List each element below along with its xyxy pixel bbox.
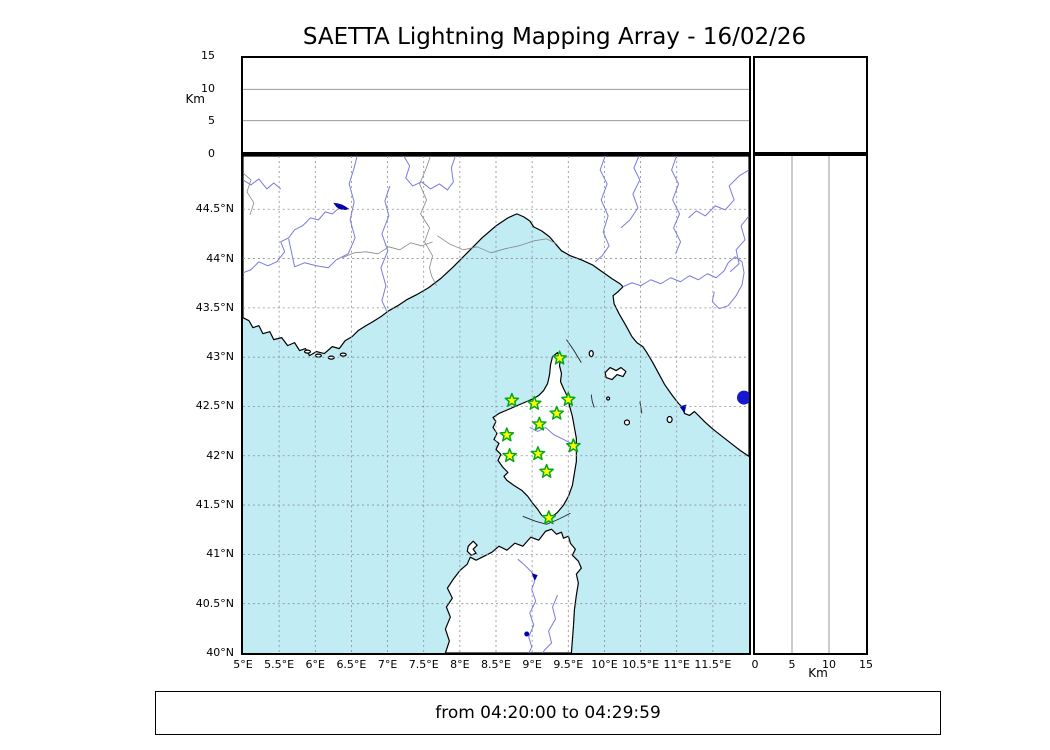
longitude-tick-label: 10°E xyxy=(591,658,618,671)
admin-border-line xyxy=(243,172,255,216)
altitude-unit-label-left: Km xyxy=(185,92,205,106)
river xyxy=(403,156,456,191)
blue-dot-lake-bolsena xyxy=(736,390,749,405)
altitude-tick-label: 15 xyxy=(201,49,215,62)
artifact-line xyxy=(566,339,582,363)
longitude-tick-label: 8.5°E xyxy=(481,658,511,671)
hyeres-islet xyxy=(303,349,312,354)
altitude-tick-label: 15 xyxy=(859,658,873,671)
river xyxy=(243,207,340,274)
longitude-tick-label: 7.5°E xyxy=(408,658,439,671)
corner-panel xyxy=(753,56,868,154)
longitude-tick-label: 7°E xyxy=(377,658,398,671)
country-borders xyxy=(243,156,557,286)
river xyxy=(622,256,745,310)
latitude-tick-label: 43.5°N xyxy=(195,300,234,314)
artifact-line xyxy=(522,512,571,525)
lma-stations xyxy=(499,350,581,525)
time-range-text: from 04:20:00 to 04:29:59 xyxy=(435,703,661,723)
longitude-tick-label: 8°E xyxy=(450,658,470,671)
river xyxy=(729,215,749,273)
capraia-island xyxy=(588,350,594,358)
latitude-tick-label: 44.5°N xyxy=(195,202,234,216)
river xyxy=(688,169,749,219)
station-star-marker xyxy=(504,392,520,407)
longitude-tick-label: 10.5°E xyxy=(622,658,660,671)
river xyxy=(671,156,682,254)
corsica-island xyxy=(492,352,577,520)
latitude-tick-label: 42°N xyxy=(206,448,234,462)
latitude-tick-label: 40°N xyxy=(206,645,234,659)
altitude-tick-label: 0 xyxy=(751,658,759,671)
coastline-artifact-lines xyxy=(522,339,643,525)
altitude-longitude-plot xyxy=(243,88,749,122)
latitude-tick-label: 42.5°N xyxy=(195,399,234,413)
longitude-tick-label: 6.5°E xyxy=(336,658,367,671)
longitude-tick-label: 9°E xyxy=(522,658,542,671)
latitude-tick-label: 40.5°N xyxy=(195,596,234,610)
station-star-marker xyxy=(532,416,547,431)
longitude-tick-label: 5°E xyxy=(233,658,253,671)
river xyxy=(620,156,641,229)
artifact-line xyxy=(639,401,643,414)
station-star-marker xyxy=(530,446,546,461)
figure-title: SAETTA Lightning Mapping Array - 16/02/2… xyxy=(302,24,807,50)
river xyxy=(529,426,577,448)
admin-border-line xyxy=(419,156,437,286)
latitude-tick-label: 41°N xyxy=(206,547,234,561)
station-star-marker xyxy=(541,510,557,525)
river xyxy=(288,156,358,269)
elba-island xyxy=(604,366,627,381)
sardinia-lake xyxy=(531,573,538,582)
latitude-tick-label: 41.5°N xyxy=(195,498,234,512)
station-star-marker xyxy=(560,391,576,407)
station-star-marker xyxy=(566,438,581,453)
station-star-marker xyxy=(549,405,565,420)
longitude-tick-label: 11.5°E xyxy=(694,658,732,671)
admin-border-line xyxy=(342,241,433,259)
longitude-tick-label: 5.5°E xyxy=(264,658,295,671)
station-star-marker xyxy=(552,350,567,365)
station-star-marker xyxy=(526,395,542,410)
longitude-tick-label: 6°E xyxy=(305,658,325,671)
montecristo-island xyxy=(623,419,631,426)
longitude-tick-label: 11°E xyxy=(663,658,690,671)
pianosa-island xyxy=(606,396,611,401)
altitude-tick-label: 5 xyxy=(788,658,796,671)
geographic-map xyxy=(243,156,749,653)
altitude-tick-label: 5 xyxy=(208,114,215,128)
hyeres-islet xyxy=(327,355,335,360)
time-range-box: from 04:20:00 to 04:29:59 xyxy=(155,691,941,735)
altitude-vs-latitude-panel xyxy=(753,154,868,655)
river xyxy=(542,594,558,653)
sardinia-lake xyxy=(524,631,530,637)
station-star-marker xyxy=(499,427,515,442)
altitude-tick-label: 0 xyxy=(208,147,215,160)
landmasses xyxy=(243,156,749,653)
latitude-tick-label: 44°N xyxy=(206,251,234,265)
altitude-vs-longitude-panel xyxy=(241,56,751,154)
hyeres-islet xyxy=(314,353,322,358)
station-star-marker xyxy=(539,463,554,478)
altitude-tick-label: 10 xyxy=(201,81,215,95)
station-star-marker xyxy=(502,448,518,463)
altitude-latitude-plot xyxy=(791,156,830,653)
altitude-unit-label-bottom: Km xyxy=(808,666,828,680)
sardinia-island xyxy=(444,528,582,653)
map-panel xyxy=(241,154,751,655)
altitude-tick-label: 10 xyxy=(822,658,836,671)
graticule-grid xyxy=(243,156,749,653)
longitude-tick-label: 9.5°E xyxy=(553,658,584,671)
artifact-line xyxy=(590,394,595,408)
admin-border-line xyxy=(437,235,557,254)
latitude-tick-label: 43°N xyxy=(206,350,234,364)
asinara-island xyxy=(466,540,478,556)
giglio-island xyxy=(666,415,673,424)
hyeres-islet xyxy=(339,352,347,357)
lake-serre-poncon xyxy=(333,202,350,211)
